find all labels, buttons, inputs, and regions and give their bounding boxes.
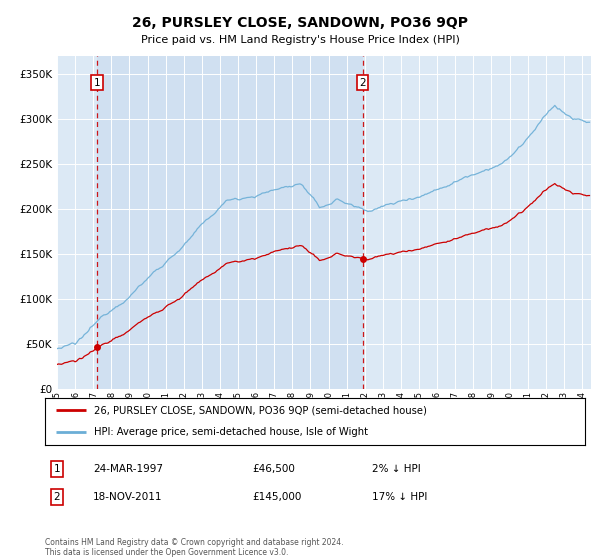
Text: 2% ↓ HPI: 2% ↓ HPI [372, 464, 421, 474]
Text: 18-NOV-2011: 18-NOV-2011 [93, 492, 163, 502]
Text: 26, PURSLEY CLOSE, SANDOWN, PO36 9QP: 26, PURSLEY CLOSE, SANDOWN, PO36 9QP [132, 16, 468, 30]
Text: 26, PURSLEY CLOSE, SANDOWN, PO36 9QP (semi-detached house): 26, PURSLEY CLOSE, SANDOWN, PO36 9QP (se… [94, 405, 427, 416]
Text: 1: 1 [94, 78, 100, 88]
Text: HPI: Average price, semi-detached house, Isle of Wight: HPI: Average price, semi-detached house,… [94, 427, 368, 437]
Bar [97, 56, 362, 389]
Text: 2: 2 [53, 492, 61, 502]
Text: 1: 1 [53, 464, 61, 474]
Text: 2: 2 [359, 78, 366, 88]
Text: £145,000: £145,000 [252, 492, 301, 502]
Text: Contains HM Land Registry data © Crown copyright and database right 2024.
This d: Contains HM Land Registry data © Crown c… [45, 538, 343, 557]
Text: 24-MAR-1997: 24-MAR-1997 [93, 464, 163, 474]
Text: 17% ↓ HPI: 17% ↓ HPI [372, 492, 427, 502]
Text: £46,500: £46,500 [252, 464, 295, 474]
Text: Price paid vs. HM Land Registry's House Price Index (HPI): Price paid vs. HM Land Registry's House … [140, 35, 460, 45]
